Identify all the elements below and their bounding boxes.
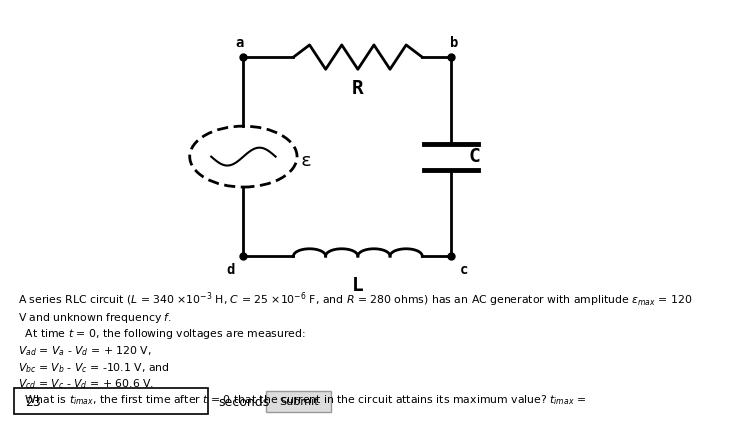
- FancyBboxPatch shape: [15, 388, 207, 414]
- Text: At time $t$ = 0, the following voltages are measured:: At time $t$ = 0, the following voltages …: [18, 327, 306, 341]
- Text: $V_{ad}$ = $V_a$ - $V_d$ = + 120 V,: $V_{ad}$ = $V_a$ - $V_d$ = + 120 V,: [18, 344, 152, 358]
- Text: L: L: [352, 276, 364, 295]
- Text: ε: ε: [301, 152, 312, 170]
- Text: a: a: [236, 36, 244, 50]
- Text: C: C: [469, 147, 480, 166]
- Text: c: c: [459, 264, 468, 277]
- Text: b: b: [450, 36, 458, 50]
- Text: R: R: [352, 79, 364, 98]
- Text: $V_{cd}$ = $V_c$ - $V_d$ = + 60.6 V.: $V_{cd}$ = $V_c$ - $V_d$ = + 60.6 V.: [18, 377, 154, 391]
- Text: seconds: seconds: [218, 396, 269, 409]
- Text: Submit: Submit: [280, 397, 319, 407]
- Text: $V_{bc}$ = $V_b$ - $V_c$ = -10.1 V, and: $V_{bc}$ = $V_b$ - $V_c$ = -10.1 V, and: [18, 361, 169, 375]
- Text: A series RLC circuit ($L$ = 340 $\times$10$^{-3}$ H, $C$ = 25 $\times$10$^{-6}$ : A series RLC circuit ($L$ = 340 $\times$…: [18, 291, 693, 309]
- Text: 23: 23: [25, 396, 41, 409]
- FancyBboxPatch shape: [266, 391, 331, 413]
- Text: V and unknown frequency $f$.: V and unknown frequency $f$.: [18, 311, 172, 325]
- Text: d: d: [226, 264, 235, 277]
- Text: What is $t_{imax}$, the first time after $t$ = 0 that the current in the circuit: What is $t_{imax}$, the first time after…: [18, 394, 586, 407]
